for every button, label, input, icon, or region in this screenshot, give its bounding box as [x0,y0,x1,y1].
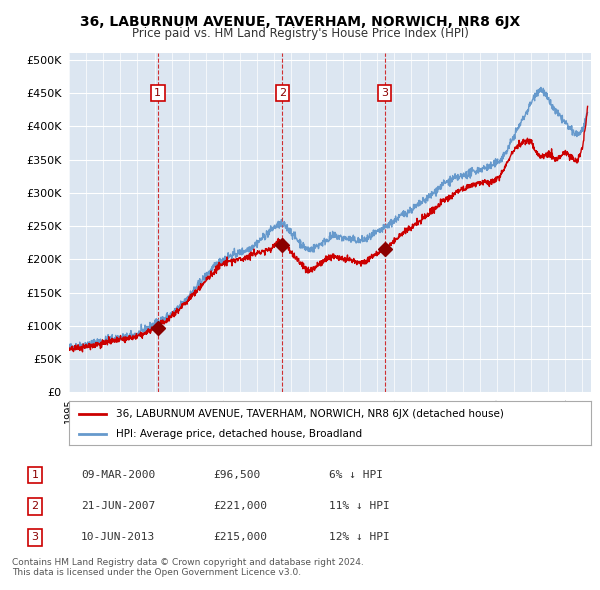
Text: 11% ↓ HPI: 11% ↓ HPI [329,502,389,511]
Text: 21-JUN-2007: 21-JUN-2007 [81,502,155,511]
Text: 3: 3 [32,532,38,542]
Text: £221,000: £221,000 [214,502,268,511]
Text: 36, LABURNUM AVENUE, TAVERHAM, NORWICH, NR8 6JX (detached house): 36, LABURNUM AVENUE, TAVERHAM, NORWICH, … [116,409,504,419]
Text: HPI: Average price, detached house, Broadland: HPI: Average price, detached house, Broa… [116,430,362,440]
Text: 12% ↓ HPI: 12% ↓ HPI [329,532,389,542]
Text: 1: 1 [32,470,38,480]
Text: 2: 2 [279,88,286,98]
Text: 09-MAR-2000: 09-MAR-2000 [81,470,155,480]
Text: Contains HM Land Registry data © Crown copyright and database right 2024.
This d: Contains HM Land Registry data © Crown c… [12,558,364,577]
Text: 1: 1 [154,88,161,98]
Text: £215,000: £215,000 [214,532,268,542]
Text: 3: 3 [381,88,388,98]
Text: 2: 2 [31,502,38,511]
Text: £96,500: £96,500 [214,470,261,480]
Text: 6% ↓ HPI: 6% ↓ HPI [329,470,383,480]
Text: 10-JUN-2013: 10-JUN-2013 [81,532,155,542]
Text: 36, LABURNUM AVENUE, TAVERHAM, NORWICH, NR8 6JX: 36, LABURNUM AVENUE, TAVERHAM, NORWICH, … [80,15,520,29]
Text: Price paid vs. HM Land Registry's House Price Index (HPI): Price paid vs. HM Land Registry's House … [131,27,469,40]
